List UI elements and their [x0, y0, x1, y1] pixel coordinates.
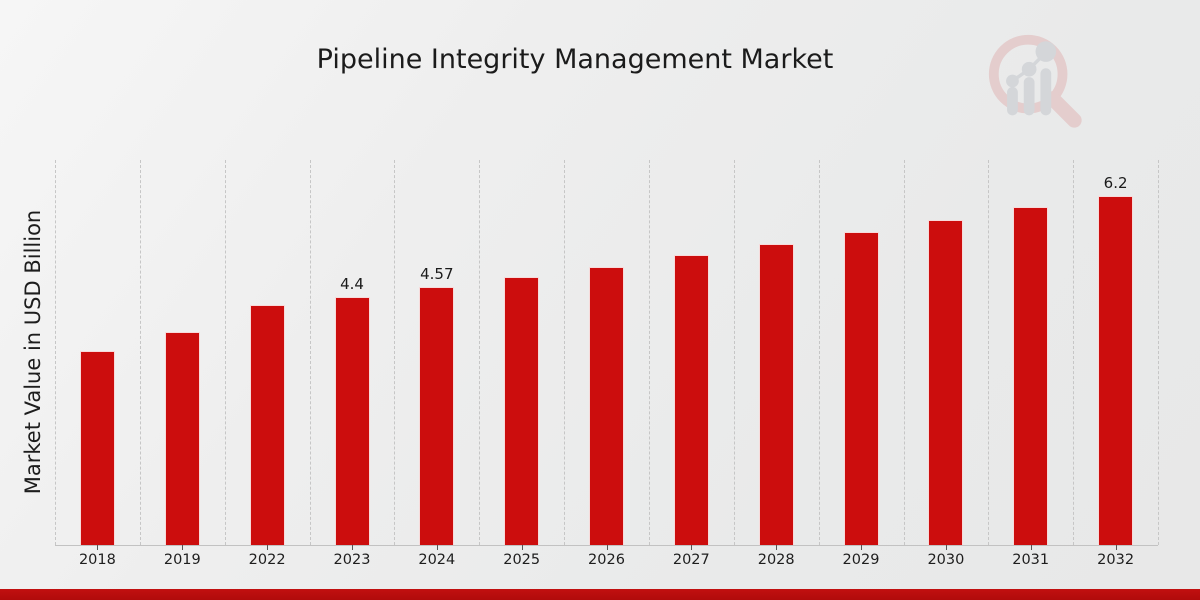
bar-2031: [1013, 206, 1049, 545]
x-axis-tick: [352, 545, 353, 550]
x-axis-tick: [606, 545, 608, 550]
bar-2029: [843, 232, 879, 545]
vertical-gridline: [988, 160, 990, 545]
vertical-gridline: [648, 160, 650, 545]
bar-2032: [1098, 195, 1134, 545]
x-axis-tick: [436, 545, 438, 550]
bar-2028: [758, 244, 794, 545]
x-axis-tick: [1030, 545, 1032, 550]
x-tick-label-2023: 2023: [333, 552, 371, 568]
bar-value-label-2023: 4.4: [340, 275, 364, 293]
x-axis-tick: [861, 545, 862, 550]
x-tick-label-2032: 2032: [1097, 552, 1135, 568]
y-axis-label: Market Value in USD Billion: [21, 209, 45, 495]
x-axis-tick: [691, 545, 693, 550]
bar-2023: [334, 297, 370, 545]
bar-2019: [164, 331, 200, 545]
x-axis-tick: [945, 545, 947, 550]
vertical-gridline: [1073, 160, 1075, 545]
x-tick-label-2019: 2019: [163, 552, 201, 568]
x-axis-tick: [1115, 545, 1117, 550]
magnifier-bar-chart-logo-icon: [988, 34, 1082, 128]
vertical-gridline: [733, 160, 735, 545]
x-axis-tick: [521, 545, 523, 550]
vertical-gridline: [1158, 160, 1159, 545]
vertical-gridline: [818, 160, 820, 545]
x-tick-label-2026: 2026: [588, 552, 625, 568]
bar-value-label-2032: 6.2: [1103, 173, 1128, 192]
vertical-gridline: [479, 160, 481, 545]
bar-2024: [419, 287, 455, 545]
bar-2026: [589, 266, 624, 545]
x-tick-label-2028: 2028: [757, 552, 795, 568]
x-axis-tick: [97, 545, 99, 550]
x-tick-label-2024: 2024: [418, 552, 456, 568]
x-tick-label-2029: 2029: [842, 552, 880, 568]
vertical-gridline: [903, 160, 905, 545]
bar-2018: [79, 350, 115, 545]
plot-area: 2018 2019 2022 4.4 2023 4.57 2024 2025 2026 2027 2…: [55, 160, 1159, 568]
x-tick-label-2031: 2031: [1012, 552, 1050, 568]
x-axis-tick: [776, 545, 778, 550]
bar-2030: [928, 219, 964, 545]
x-axis-tick: [182, 545, 184, 550]
vertical-gridline: [309, 160, 311, 545]
vertical-gridline: [394, 160, 396, 545]
x-tick-label-2022: 2022: [248, 552, 286, 568]
bar-2022: [249, 305, 285, 545]
bar-2025: [504, 277, 540, 545]
x-tick-label-2018: 2018: [78, 552, 116, 568]
vertical-gridline: [224, 160, 226, 545]
x-tick-label-2027: 2027: [672, 552, 710, 568]
bar-value-label-2024: 4.57: [420, 265, 454, 284]
footer-accent-strip: [0, 589, 1200, 600]
chart-title: Pipeline Integrity Management Market: [316, 44, 834, 75]
vertical-gridline: [564, 160, 566, 545]
vertical-gridline: [55, 160, 56, 545]
x-tick-label-2030: 2030: [927, 552, 965, 568]
x-tick-label-2025: 2025: [503, 552, 541, 568]
vertical-gridline: [139, 160, 141, 545]
bar-2027: [673, 255, 709, 545]
x-axis-tick: [267, 545, 269, 550]
